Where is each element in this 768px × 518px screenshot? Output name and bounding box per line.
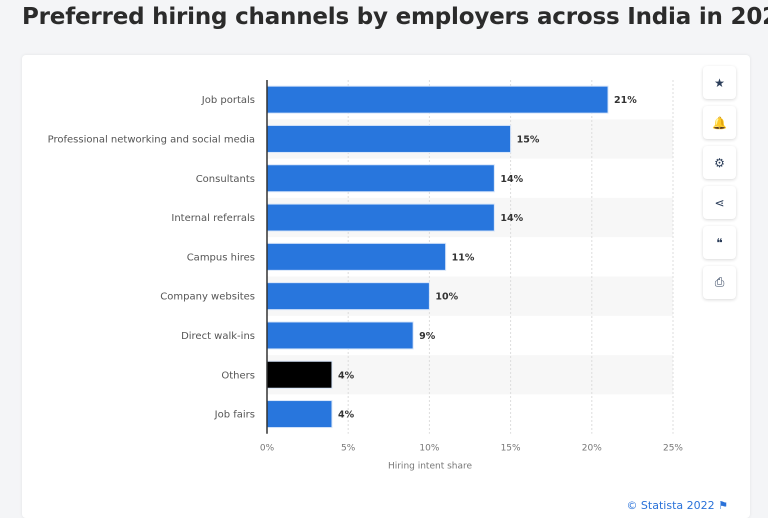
y-category-label: Campus hires xyxy=(187,252,255,263)
y-category-label: Internal referrals xyxy=(171,213,255,224)
data-label: 21% xyxy=(614,95,637,106)
flag-icon[interactable]: ⚑ xyxy=(718,499,728,512)
x-axis-title: Hiring intent share xyxy=(388,462,473,472)
credit-text[interactable]: © Statista 2022 xyxy=(626,499,715,512)
bar xyxy=(266,321,414,350)
bell-icon: 🔔 xyxy=(712,115,727,130)
bell-button[interactable]: 🔔 xyxy=(703,106,736,139)
chart-toolbar: ★ 🔔 ⚙ ⋖ ❝ ⎙ xyxy=(703,66,736,306)
data-label: 4% xyxy=(338,410,355,421)
chart-card: 0% 5% 10% 15% 20% 25% Job portals 21% Profession… xyxy=(22,55,750,518)
y-category-label: Professional networking and social media xyxy=(48,134,255,145)
data-label: 14% xyxy=(500,174,523,185)
data-label: 14% xyxy=(500,213,523,224)
bar xyxy=(266,360,333,389)
share-icon: ⋖ xyxy=(714,195,725,210)
print-button[interactable]: ⎙ xyxy=(703,266,736,299)
bar xyxy=(266,400,333,429)
bar-chart: 0% 5% 10% 15% 20% 25% Job portals 21% Profession… xyxy=(48,80,683,472)
bar xyxy=(266,242,447,271)
x-tick-label: 0% xyxy=(260,444,275,454)
star-button[interactable]: ★ xyxy=(703,66,736,99)
page-title: Preferred hiring channels by employers a… xyxy=(22,4,768,30)
y-category-label: Job portals xyxy=(201,95,255,106)
share-button[interactable]: ⋖ xyxy=(703,186,736,219)
star-icon: ★ xyxy=(714,75,725,90)
statista-credit[interactable]: © Statista 2022 ⚑ xyxy=(626,499,728,512)
y-category-label: Consultants xyxy=(196,174,255,185)
data-label: 11% xyxy=(452,252,475,263)
y-category-label: Job fairs xyxy=(214,410,255,421)
quote-icon: ❝ xyxy=(716,235,723,250)
data-label: 9% xyxy=(419,331,436,342)
data-label: 15% xyxy=(517,134,540,145)
gear-button[interactable]: ⚙ xyxy=(703,146,736,179)
bar xyxy=(266,85,609,114)
gear-icon: ⚙ xyxy=(714,155,725,170)
bar xyxy=(266,124,512,153)
data-label: 4% xyxy=(338,370,355,381)
y-category-label: Direct walk-ins xyxy=(181,331,255,342)
y-category-label: Company websites xyxy=(160,292,255,303)
y-category-label: Others xyxy=(221,370,255,381)
x-tick-label: 5% xyxy=(341,444,356,454)
bar xyxy=(266,164,495,193)
bar xyxy=(266,203,495,232)
quote-button[interactable]: ❝ xyxy=(703,226,736,259)
bar xyxy=(266,282,430,311)
x-tick-label: 20% xyxy=(582,444,602,454)
row-band xyxy=(267,355,673,395)
x-tick-label: 15% xyxy=(501,444,521,454)
data-label: 10% xyxy=(435,292,458,303)
x-tick-label: 25% xyxy=(663,444,683,454)
print-icon: ⎙ xyxy=(714,275,725,289)
x-tick-label: 10% xyxy=(419,444,439,454)
